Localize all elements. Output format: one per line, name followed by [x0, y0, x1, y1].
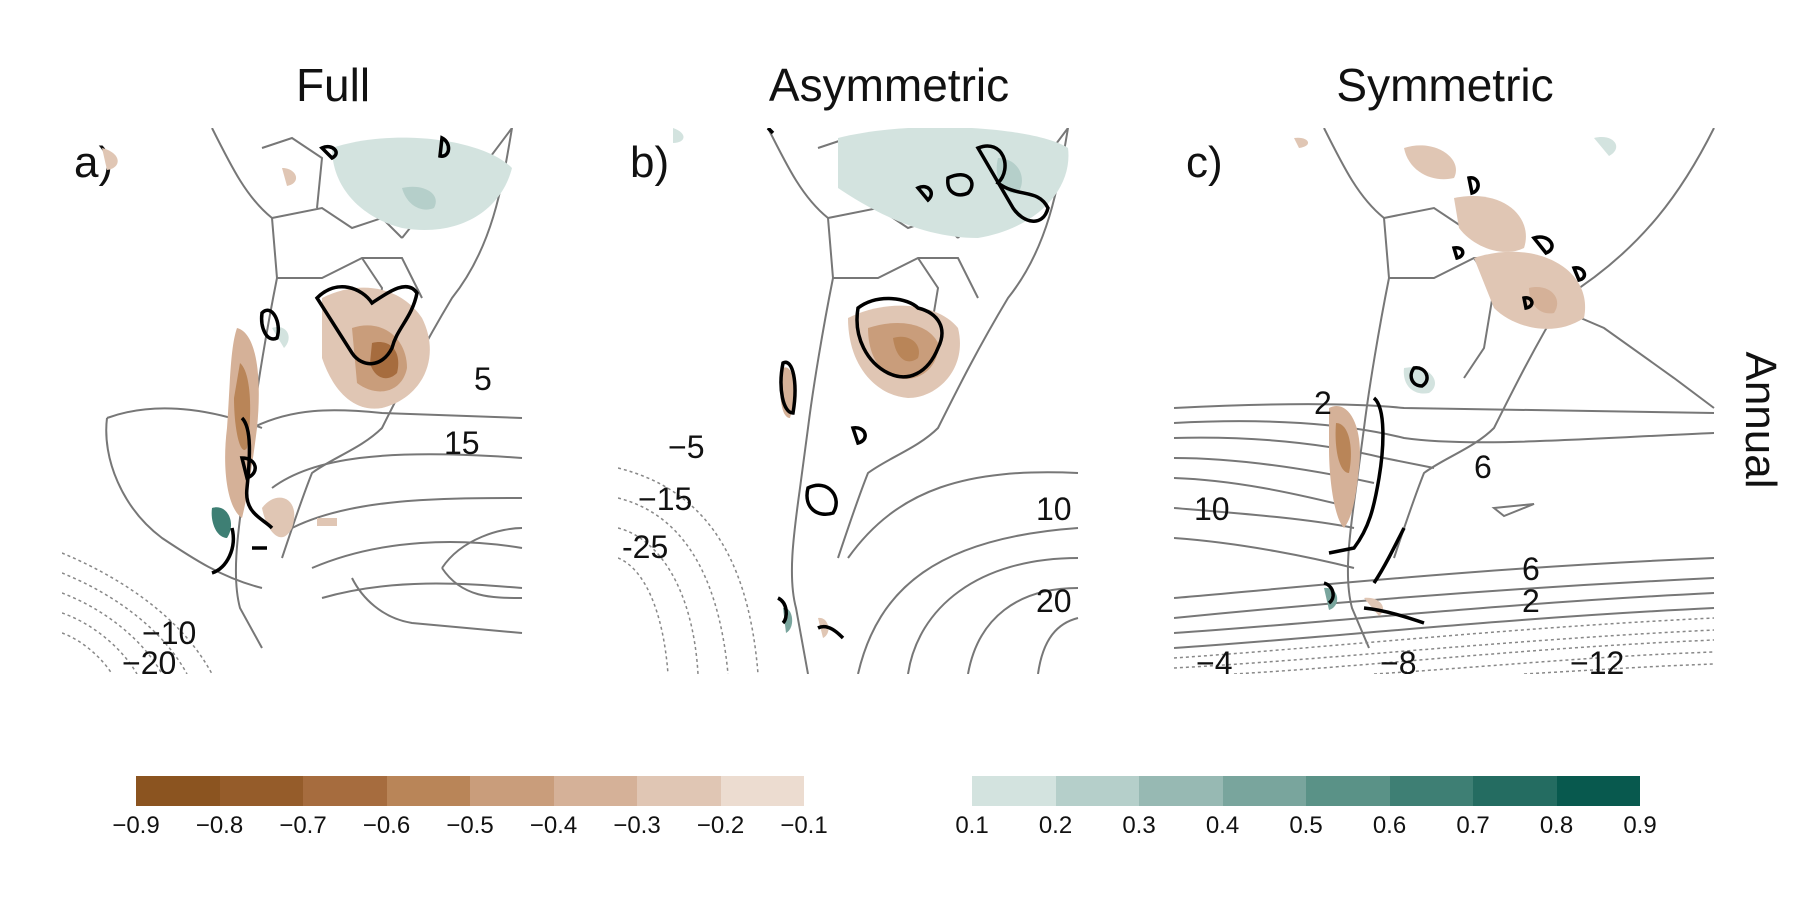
colorbar-negative-tick-label: −0.5 [446, 812, 494, 839]
contour-label: −10 [142, 615, 196, 651]
colorbar-positive-ticks: 0.1 0.2 0.3 0.4 0.5 0.6 0.7 0.8 0.9 [955, 812, 1656, 842]
panel-b-title: Asymmetric [768, 59, 1010, 111]
colorbar-positive [972, 776, 1640, 806]
colorbar-positive-swatch [1556, 776, 1640, 806]
colorbar-positive-swatch [1139, 776, 1223, 806]
colorbar-negative [136, 776, 804, 806]
colorbar-negative-swatch [303, 776, 387, 806]
contour-label: −5 [668, 429, 704, 465]
contour-label: 2 [1314, 385, 1332, 421]
contour-label: 10 [1194, 491, 1230, 527]
contour-label: −15 [638, 481, 692, 517]
colorbar-positive-swatch [1222, 776, 1306, 806]
map-panel-asymmetric: −5 −15 -25 10 20 [618, 128, 1162, 674]
colorbar-negative-tick-label: −0.9 [112, 812, 160, 839]
contour-label: 15 [444, 425, 480, 461]
colorbar-positive-tick-label: 0.8 [1539, 812, 1574, 839]
panel-c-title: Symmetric [1336, 59, 1554, 111]
colorbar-negative-swatch [553, 776, 637, 806]
colorbar-positive-tick-label: 0.7 [1456, 812, 1490, 839]
colorbar-positive-tick-label: 0.9 [1623, 812, 1657, 839]
panel-a-title: Full [295, 59, 371, 111]
colorbar-positive-tick-label: 0.4 [1205, 812, 1240, 839]
colorbar-negative-tick-label: −0.8 [195, 812, 244, 839]
panel-b-label: b) [630, 138, 670, 187]
contour-label: −8 [1380, 645, 1416, 674]
colorbar-negative-tick-label: −0.4 [529, 812, 578, 839]
row-label-annual: Annual [1736, 351, 1785, 489]
colorbar-negative-swatch [386, 776, 470, 806]
colorbar-positive-swatch [1389, 776, 1473, 806]
colorbar-negative-ticks: −0.9 −0.8 −0.7 −0.6 −0.5 −0.4 −0.3 −0.2 −0.1 [112, 812, 827, 842]
contour-label: 20 [1036, 583, 1072, 619]
contour-label: 6 [1474, 449, 1492, 485]
panel-c-label: c) [1186, 138, 1223, 187]
colorbar-positive-tick-label: 0.2 [1038, 812, 1073, 839]
map-panel-symmetric: 2 6 10 6 2 −4 −8 −12 [1174, 128, 1718, 674]
colorbar-negative-swatch [136, 776, 220, 806]
colorbar-negative-tick-label: −0.6 [362, 812, 411, 839]
colorbar-positive-swatch [1055, 776, 1139, 806]
colorbar-negative-swatch [219, 776, 303, 806]
contour-label: -25 [622, 529, 668, 565]
colorbar-negative-tick-label: −0.3 [613, 812, 661, 839]
colorbar-negative-swatch [637, 776, 721, 806]
colorbar-positive-swatch [972, 776, 1056, 806]
contour-label: −12 [1570, 645, 1624, 674]
contour-label: 6 [1522, 551, 1540, 587]
contour-label: 5 [474, 361, 492, 397]
colorbar-negative-swatch [470, 776, 554, 806]
contour-label: 10 [1036, 491, 1072, 527]
map-panel-full: 5 15 −10 −20 [62, 128, 606, 674]
contour-label: 2 [1522, 583, 1540, 619]
contour-label: −4 [1196, 645, 1232, 674]
colorbar-positive-tick-label: 0.6 [1372, 812, 1407, 839]
colorbar-positive-swatch [1473, 776, 1557, 806]
colorbar-negative-tick-label: −0.1 [780, 812, 828, 839]
colorbar-negative-tick-label: −0.2 [696, 812, 745, 839]
colorbar-negative-swatch [720, 776, 804, 806]
colorbar-positive-tick-label: 0.5 [1289, 812, 1323, 839]
colorbar-positive-tick-label: 0.1 [955, 812, 989, 839]
colorbar-positive-swatch [1306, 776, 1390, 806]
colorbar-negative-tick-label: −0.7 [279, 812, 327, 839]
contour-label: −20 [122, 645, 176, 674]
colorbar-positive-tick-label: 0.3 [1122, 812, 1156, 839]
